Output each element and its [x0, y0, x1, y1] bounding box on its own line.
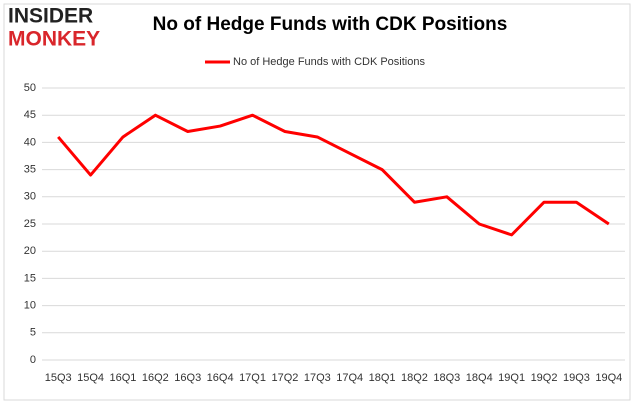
x-tick-label: 16Q2: [142, 372, 169, 384]
y-tick-label: 50: [24, 82, 36, 94]
x-tick-label: 19Q4: [595, 372, 622, 384]
x-tick-label: 19Q1: [498, 372, 525, 384]
x-tick-label: 19Q3: [563, 372, 590, 384]
y-tick-label: 30: [24, 191, 36, 203]
x-tick-label: 17Q1: [239, 372, 266, 384]
x-tick-label: 18Q3: [433, 372, 460, 384]
y-tick-label: 0: [30, 354, 36, 366]
logo-line1: INSIDER: [8, 5, 93, 28]
y-tick-label: 15: [24, 272, 36, 284]
x-tick-label: 18Q4: [466, 372, 493, 384]
chart-title: No of Hedge Funds with CDK Positions: [153, 14, 508, 35]
x-tick-label: 18Q2: [401, 372, 428, 384]
y-tick-label: 40: [24, 136, 36, 148]
x-tick-label: 18Q1: [369, 372, 396, 384]
x-tick-label: 17Q3: [304, 372, 331, 384]
y-tick-label: 25: [24, 218, 36, 230]
y-tick-label: 35: [24, 164, 36, 176]
x-tick-label: 16Q1: [110, 372, 137, 384]
x-tick-label: 16Q3: [174, 372, 201, 384]
x-tick-label: 15Q4: [77, 372, 104, 384]
y-tick-label: 20: [24, 245, 36, 257]
x-tick-label: 17Q2: [271, 372, 298, 384]
x-tick-label: 17Q4: [336, 372, 363, 384]
y-tick-label: 10: [24, 300, 36, 312]
logo-line2: MONKEY: [8, 28, 100, 51]
x-tick-label: 16Q4: [207, 372, 234, 384]
data-line: [57, 113, 610, 237]
chart-border: [3, 3, 631, 401]
x-tick-label: 15Q3: [45, 372, 72, 384]
y-tick-label: 5: [30, 327, 36, 339]
y-tick-label: 45: [24, 109, 36, 121]
x-tick-label: 19Q2: [531, 372, 558, 384]
legend-label: No of Hedge Funds with CDK Positions: [233, 56, 425, 68]
